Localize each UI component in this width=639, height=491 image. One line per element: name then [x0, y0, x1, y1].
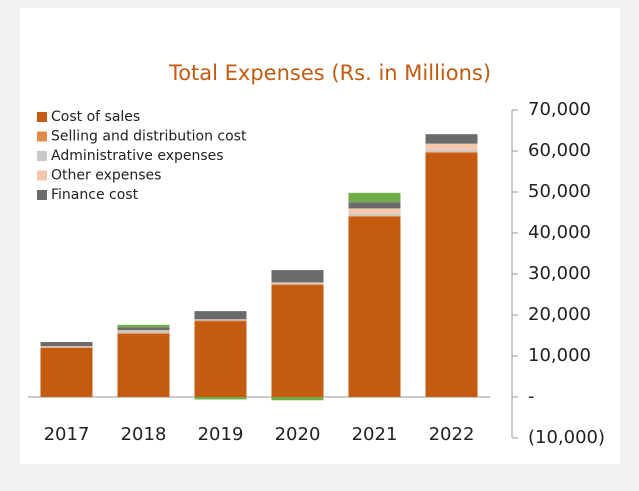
chart-title: Total Expenses (Rs. in Millions) [168, 61, 491, 85]
bar-segment [194, 321, 247, 397]
legend-label: Cost of sales [51, 109, 140, 125]
bar-segment [271, 284, 324, 286]
bar-segment [194, 319, 247, 321]
bar-segment [348, 213, 401, 216]
bar-segment [117, 330, 170, 331]
y-tick-label: 20,000 [528, 304, 591, 325]
bar-segment [194, 320, 247, 322]
bar-segment [271, 397, 324, 401]
bar-segment [117, 327, 170, 331]
bar-segment [425, 143, 478, 150]
x-tick-label: 2021 [352, 424, 398, 445]
bar-segment [348, 202, 401, 209]
legend-swatch [37, 112, 47, 122]
bar-segment [425, 153, 478, 397]
bar-segment [348, 217, 401, 397]
bar-segment [194, 311, 247, 320]
bar-segment [425, 149, 478, 152]
x-tick-label: 2020 [275, 424, 321, 445]
bar-segment [425, 151, 478, 154]
bar-segment [348, 208, 401, 214]
x-tick-label: 2018 [121, 424, 167, 445]
x-tick-label: 2017 [44, 424, 90, 445]
bar-segment [348, 192, 401, 203]
y-tick-label: 50,000 [528, 181, 591, 202]
bar-segment [194, 397, 247, 400]
bar-segment [348, 215, 401, 218]
bar-segment [117, 333, 170, 334]
y-tick-label: 40,000 [528, 222, 591, 243]
y-tick-label: 70,000 [528, 99, 591, 120]
y-tick-label: 30,000 [528, 263, 591, 284]
bar-segment [40, 346, 93, 348]
legend-label: Finance cost [51, 187, 139, 203]
y-tick-label: (10,000) [528, 427, 605, 448]
bar-segment [271, 285, 324, 397]
bar-segment [117, 333, 170, 397]
legend-swatch [37, 151, 47, 161]
x-tick-label: 2019 [198, 424, 244, 445]
bar-segment [425, 134, 478, 144]
y-tick-label: - [528, 386, 535, 407]
legend-swatch [37, 131, 47, 142]
legend-label: Other expenses [51, 168, 161, 184]
bar-segment [271, 270, 324, 283]
bar-segment [40, 342, 93, 347]
legend-label: Selling and distribution cost [51, 129, 247, 145]
y-tick-label: 60,000 [528, 140, 591, 161]
legend-swatch [37, 190, 47, 200]
bar-segment [271, 283, 324, 285]
legend-swatch [37, 170, 47, 181]
x-tick-label: 2022 [429, 424, 475, 445]
bar-segment [117, 324, 170, 328]
legend-label: Administrative expenses [51, 148, 224, 164]
y-tick-label: 10,000 [528, 345, 591, 366]
bar-segment [40, 347, 93, 397]
bar-segment [117, 330, 170, 334]
bar-segment [271, 282, 324, 284]
